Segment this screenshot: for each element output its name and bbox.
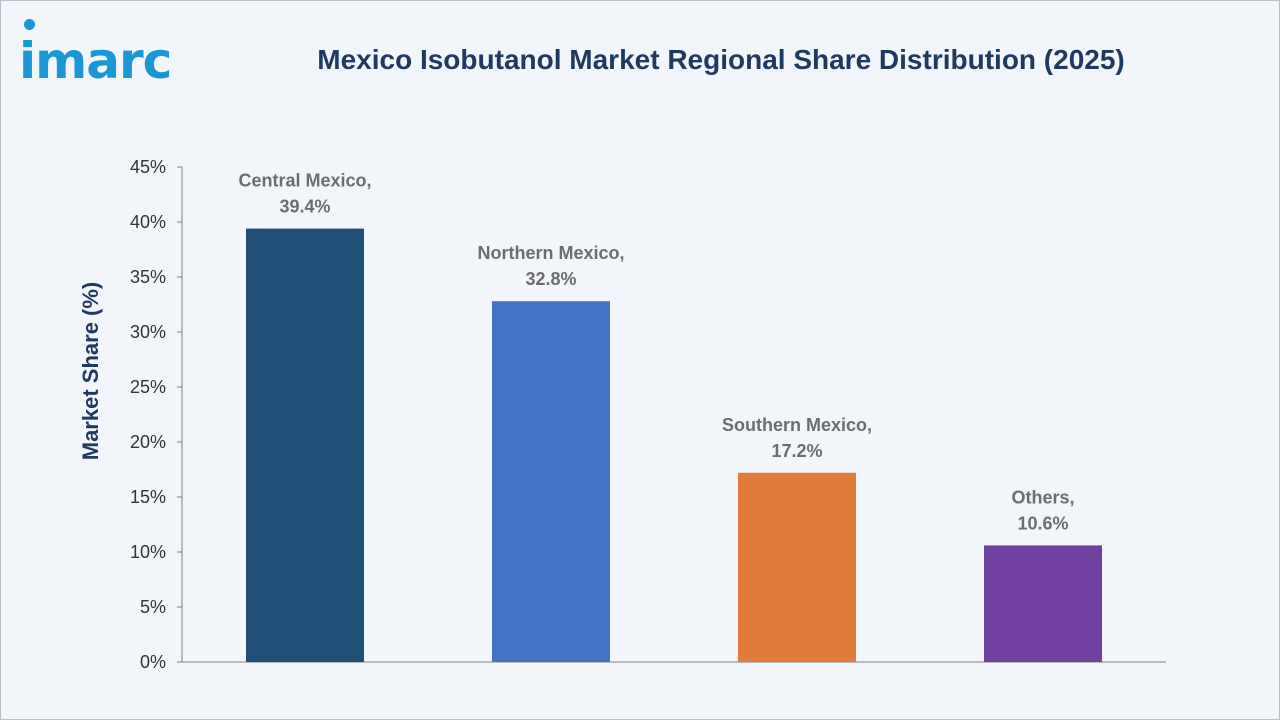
logo-text: imarc	[19, 32, 172, 90]
bar-central-mexico	[246, 228, 364, 662]
y-axis-label: Market Share (%)	[78, 282, 103, 461]
y-tick-label: 5%	[140, 597, 166, 617]
bar-southern-mexico	[738, 472, 856, 662]
y-tick-label: 35%	[130, 267, 166, 287]
y-tick-label: 10%	[130, 542, 166, 562]
chart-axes: 0% 5% 10% 15% 20% 25% 30% 35% 40% 45%	[130, 157, 1166, 672]
chart-title: Mexico Isobutanol Market Regional Share …	[317, 44, 1125, 75]
y-tick-label: 25%	[130, 377, 166, 397]
y-tick-label: 45%	[130, 157, 166, 177]
data-label-value: 32.8%	[525, 269, 576, 289]
data-label-category: Others,	[1011, 487, 1074, 507]
logo-dot	[24, 19, 35, 30]
data-label-category: Southern Mexico,	[722, 415, 872, 435]
y-tick-label: 40%	[130, 212, 166, 232]
chart-data-labels: Central Mexico, 39.4% Northern Mexico, 32.8…	[238, 171, 1074, 534]
chart-bars	[246, 228, 1102, 662]
data-label-value: 39.4%	[279, 197, 330, 217]
data-label-value: 17.2%	[771, 441, 822, 461]
bar-others	[984, 545, 1102, 662]
data-label-category: Northern Mexico,	[477, 243, 624, 263]
y-tick-label: 20%	[130, 432, 166, 452]
y-tick-label: 15%	[130, 487, 166, 507]
data-label-category: Central Mexico,	[238, 171, 371, 191]
y-tick-label: 30%	[130, 322, 166, 342]
bar-northern-mexico	[492, 301, 610, 662]
y-tick-label: 0%	[140, 652, 166, 672]
data-label-value: 10.6%	[1017, 513, 1068, 533]
